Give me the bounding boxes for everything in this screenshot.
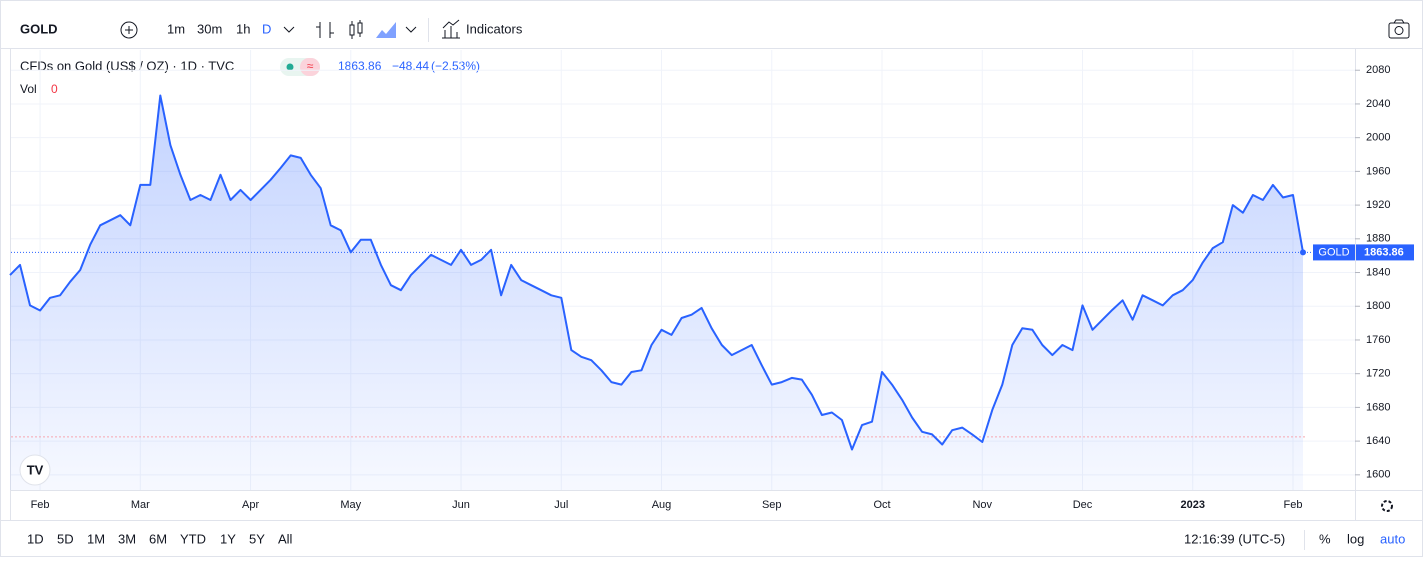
y-tick-label: 2040: [1366, 98, 1390, 110]
volume-label: Vol: [20, 82, 37, 96]
interval-button[interactable]: 1h: [236, 21, 250, 36]
y-tick-label: 1840: [1366, 266, 1390, 278]
price-tag: [1356, 244, 1414, 261]
x-tick-label: May: [340, 499, 361, 511]
interval-menu[interactable]: [283, 26, 295, 33]
legend-change-percent: (−2.53%): [431, 59, 480, 73]
legend-title: CFDs on Gold (US$ / OZ) · 1D · TVC: [20, 58, 234, 73]
range-button[interactable]: All: [278, 531, 293, 546]
y-tick-label: 2080: [1366, 64, 1390, 76]
x-tick-label: Feb: [1283, 499, 1302, 511]
legend-last-price: 1863.86: [338, 59, 382, 73]
scale-option[interactable]: auto: [1380, 531, 1405, 546]
symbol-tag: [1313, 244, 1355, 261]
legend-change: −48.44: [392, 59, 429, 73]
x-tick-label: Nov: [972, 499, 992, 511]
interval-button[interactable]: D: [262, 21, 271, 36]
svg-text:TV: TV: [27, 462, 44, 477]
y-tick-label: 1800: [1366, 300, 1390, 312]
add-symbol-button[interactable]: [120, 21, 138, 39]
x-tick-label: Sep: [762, 499, 782, 511]
y-tick-label: 1760: [1366, 334, 1390, 346]
price-line: [9, 94, 1304, 451]
area-type-button[interactable]: [376, 22, 396, 38]
scale-option[interactable]: %: [1319, 531, 1331, 546]
legend-status: ≈: [280, 58, 320, 76]
indicators-icon[interactable]: [442, 19, 460, 39]
indicators-button[interactable]: Indicators: [466, 21, 523, 36]
x-tick-label: 2023: [1181, 499, 1205, 511]
range-button[interactable]: 5D: [57, 531, 74, 546]
range-button[interactable]: 1M: [87, 531, 105, 546]
tv-logo[interactable]: TV: [19, 454, 51, 486]
x-tick-label: Aug: [652, 499, 672, 511]
range-button[interactable]: 3M: [118, 531, 136, 546]
range-button[interactable]: 6M: [149, 531, 167, 546]
range-button[interactable]: 1D: [27, 531, 44, 546]
scale-option[interactable]: log: [1347, 531, 1364, 546]
symbol[interactable]: GOLD: [20, 21, 58, 36]
x-tick-label: Feb: [31, 499, 50, 511]
interval-button[interactable]: 30m: [197, 21, 222, 36]
y-tick-label: 1720: [1366, 368, 1390, 380]
y-tick-label: 1880: [1366, 233, 1390, 245]
chart-type-menu[interactable]: [405, 26, 417, 33]
y-tick-label: 1920: [1366, 199, 1390, 211]
last-price-dot: [1300, 249, 1306, 256]
candle-type-button[interactable]: [349, 20, 363, 39]
range-button[interactable]: YTD: [180, 531, 206, 546]
symbol-tag-label: GOLD: [1318, 246, 1349, 258]
price-area: [10, 95, 1303, 490]
price-tag-label: 1863.86: [1364, 246, 1404, 258]
interval-button[interactable]: 1m: [167, 21, 185, 36]
settings-button[interactable]: [1381, 500, 1393, 512]
svg-text:≈: ≈: [307, 59, 314, 73]
x-tick-label: Oct: [873, 499, 890, 511]
volume-value: 0: [51, 82, 58, 96]
range-button[interactable]: 1Y: [220, 531, 236, 546]
y-tick-label: 1640: [1366, 435, 1390, 447]
y-tick-label: 2000: [1366, 132, 1390, 144]
y-tick-label: 1680: [1366, 401, 1390, 413]
clock: 12:16:39 (UTC-5): [1184, 531, 1285, 546]
x-tick-label: Jun: [452, 499, 470, 511]
y-tick-label: 1960: [1366, 165, 1390, 177]
x-tick-label: Jul: [554, 499, 568, 511]
x-tick-label: Dec: [1073, 499, 1093, 511]
snapshot-button[interactable]: [1388, 19, 1410, 39]
bar-type-button[interactable]: [316, 22, 334, 38]
x-tick-label: Mar: [131, 499, 150, 511]
y-tick-label: 1600: [1366, 469, 1390, 481]
range-button[interactable]: 5Y: [249, 531, 265, 546]
x-tick-label: Apr: [242, 499, 259, 511]
